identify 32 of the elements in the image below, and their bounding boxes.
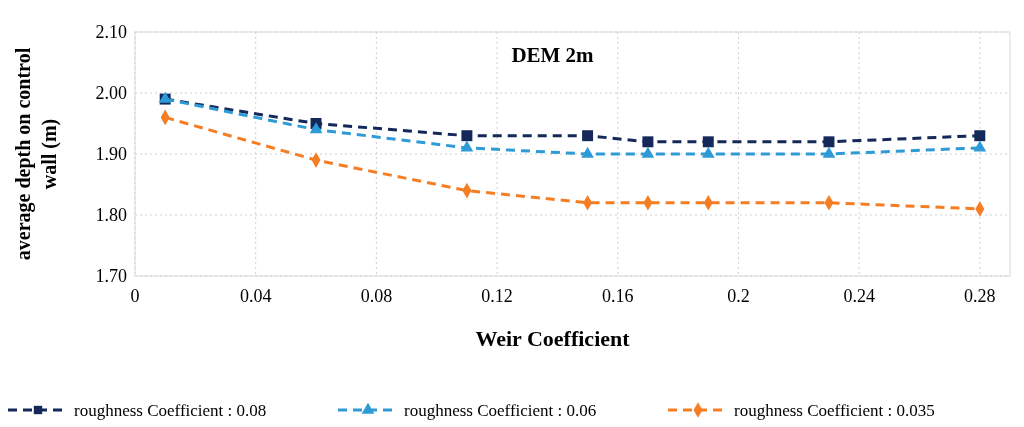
x-tick-label: 0.08 — [360, 286, 393, 306]
y-tick-label: 2.10 — [95, 22, 127, 42]
legend-label: roughness Coefficient : 0.035 — [734, 401, 935, 420]
x-tick-label: 0.12 — [481, 286, 513, 306]
y-axis-title: average depth on control wall (m) — [12, 47, 61, 261]
x-tick-label: 0.24 — [843, 286, 875, 306]
point — [823, 136, 835, 148]
legend-label: roughness Coefficient : 0.08 — [74, 401, 267, 420]
y-tick-label: 1.90 — [95, 144, 127, 164]
y-tick-label: 2.00 — [95, 83, 127, 103]
y-tick-label: 1.70 — [95, 266, 127, 286]
point — [461, 130, 473, 142]
point — [702, 136, 714, 148]
legend-label: roughness Coefficient : 0.06 — [404, 401, 597, 420]
x-tick-label: 0.2 — [727, 286, 750, 306]
point — [642, 136, 654, 148]
point — [641, 146, 655, 158]
point — [309, 122, 323, 134]
point — [973, 140, 987, 152]
point — [582, 130, 594, 142]
x-tick-label: 0.16 — [602, 286, 634, 306]
x-tick-label: 0.28 — [964, 286, 996, 306]
x-axis-title: Weir Coefficient — [475, 326, 631, 351]
x-tick-label: 0.04 — [239, 286, 272, 306]
point — [581, 146, 594, 158]
point — [822, 146, 836, 158]
x-tick-label: 0 — [130, 286, 140, 306]
point — [460, 140, 474, 152]
y-tick-label: 1.80 — [95, 205, 127, 225]
point — [701, 146, 715, 158]
text: DEM 2m — [511, 43, 595, 67]
point — [974, 130, 986, 142]
